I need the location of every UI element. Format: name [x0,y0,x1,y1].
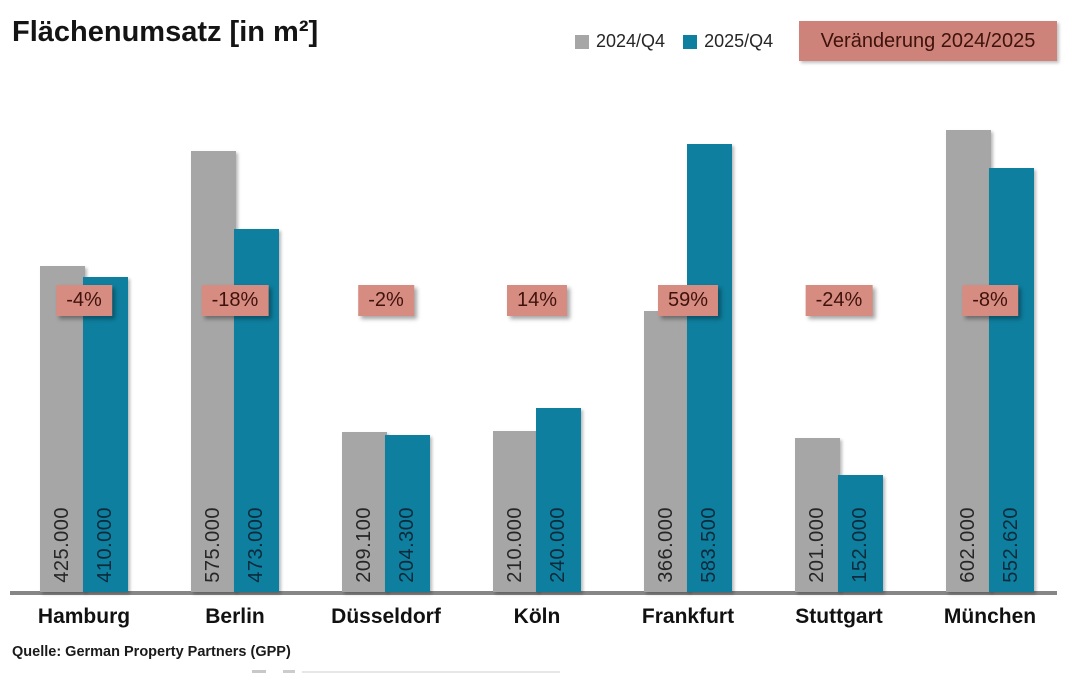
cutoff-text-artifact [283,670,295,673]
change-badge-k-ln: 14% [506,285,568,316]
bar-2024-hamburg-value: 425.000 [51,507,73,583]
bar-2025-d-sseldorf: 204.300 [385,435,430,592]
change-badge-frankfurt: 59% [657,285,719,316]
legend: 2024/Q4 2025/Q4 [575,31,773,52]
cutoff-text-artifact [252,670,266,673]
bar-2024-k-ln: 210.000 [493,431,538,592]
bar-2025-stuttgart-value: 152.000 [849,507,871,583]
legend-label: 2024/Q4 [596,31,666,51]
page-title: Flächenumsatz [in m²] [12,16,319,48]
bar-2025-k-ln: 240.000 [536,408,581,592]
bar-2024-m-nchen: 602.000 [946,130,991,592]
bar-2024-berlin-value: 575.000 [202,507,224,583]
bar-2024-hamburg: 425.000 [40,266,85,592]
bar-2025-stuttgart: 152.000 [838,475,883,592]
bar-2024-frankfurt-value: 366.000 [655,507,677,583]
city-label-m-nchen: München [943,605,1037,628]
change-badge-berlin: -18% [201,285,269,316]
bar-2025-m-nchen: 552.620 [989,168,1034,592]
bar-2024-k-ln-value: 210.000 [504,507,526,583]
city-label-berlin: Berlin [205,605,265,628]
bar-2024-berlin: 575.000 [191,151,236,592]
bar-2024-stuttgart-value: 201.000 [806,507,828,583]
bar-2025-berlin: 473.000 [234,229,279,592]
change-badge-hamburg: -4% [56,285,112,316]
bar-2025-m-nchen-value: 552.620 [1000,507,1022,583]
x-axis-line [10,591,1057,595]
bar-2024-d-sseldorf: 209.100 [342,432,387,592]
bar-2024-frankfurt: 366.000 [644,311,689,592]
legend-item-2025-q4: 2025/Q4 [683,31,773,52]
bar-2025-frankfurt: 583.500 [687,144,732,592]
bar-2025-k-ln-value: 240.000 [547,507,569,583]
city-label-hamburg: Hamburg [37,605,131,628]
cutoff-text-artifact [302,671,560,673]
bar-2024-stuttgart: 201.000 [795,438,840,592]
legend-label: 2025/Q4 [704,31,774,51]
legend-swatch-icon [575,34,589,49]
city-label-frankfurt: Frankfurt [641,605,735,628]
bar-2025-berlin-value: 473.000 [245,507,267,583]
bar-2024-d-sseldorf-value: 209.100 [353,507,375,583]
change-badge-d-sseldorf: -2% [358,285,414,316]
change-badge-stuttgart: -24% [805,285,873,316]
bar-2025-hamburg: 410.000 [83,277,128,592]
city-label-d-sseldorf: Düsseldorf [331,605,441,628]
city-label-stuttgart: Stuttgart [795,605,883,628]
change-period-badge: Veränderung 2024/2025 [799,21,1057,61]
bar-2025-d-sseldorf-value: 204.300 [396,507,418,583]
change-badge-m-nchen: -8% [962,285,1018,316]
city-label-k-ln: Köln [513,605,561,628]
legend-item-2024-q4: 2024/Q4 [575,31,665,52]
bar-2025-hamburg-value: 410.000 [94,507,116,583]
bar-2024-m-nchen-value: 602.000 [957,507,979,583]
source-note: Quelle: German Property Partners (GPP) [12,644,291,660]
bar-2025-frankfurt-value: 583.500 [698,507,720,583]
legend-swatch-icon [683,34,698,49]
